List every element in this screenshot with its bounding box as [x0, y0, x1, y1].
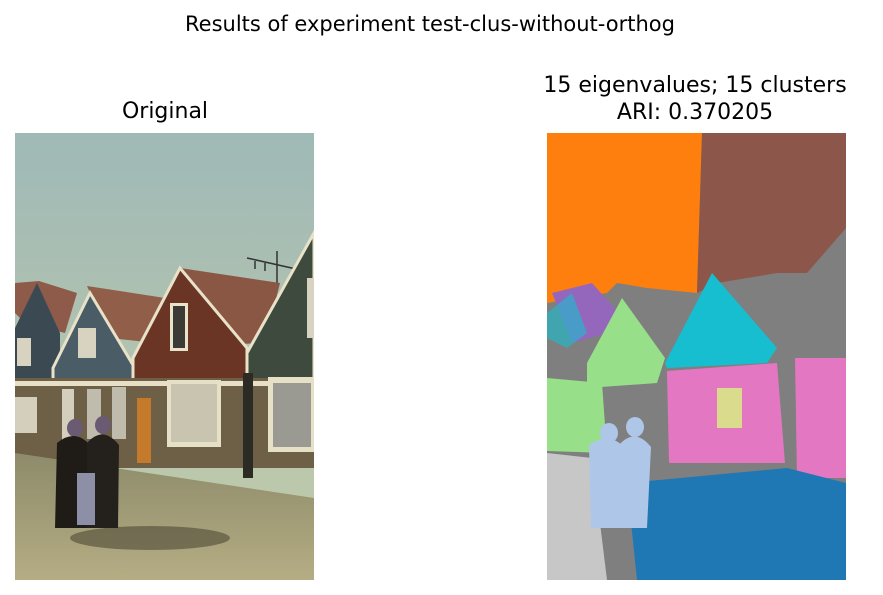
- original-panel-title: Original: [121, 99, 209, 124]
- cluster-lightblue-figures: [589, 417, 651, 528]
- shadow: [70, 526, 230, 550]
- two-women: [55, 416, 119, 528]
- segmentation-panel-title: 15 eigenvalues; 15 clusters ARI: 0.37020…: [495, 72, 883, 126]
- roof-right: [180, 268, 280, 345]
- figure-title: Results of experiment test-clus-without-…: [185, 12, 675, 36]
- cluster-pink-right: [795, 358, 846, 478]
- cluster-green-lower: [547, 378, 607, 453]
- orange-door: [137, 398, 151, 463]
- segmentation-title-line1: 15 eigenvalues; 15 clusters: [543, 73, 847, 98]
- segmentation-title-line2: ARI: 0.370205: [616, 100, 774, 125]
- cluster-orange: [547, 133, 702, 303]
- cluster-cyan-small: [547, 293, 587, 348]
- cluster-yellow: [717, 388, 742, 428]
- cluster-blue: [627, 468, 846, 580]
- cluster-cyan: [665, 273, 777, 368]
- original-photo: [15, 133, 314, 580]
- cluster-brown: [697, 133, 846, 293]
- segmentation-map: [547, 133, 846, 580]
- cluster-green: [587, 298, 665, 388]
